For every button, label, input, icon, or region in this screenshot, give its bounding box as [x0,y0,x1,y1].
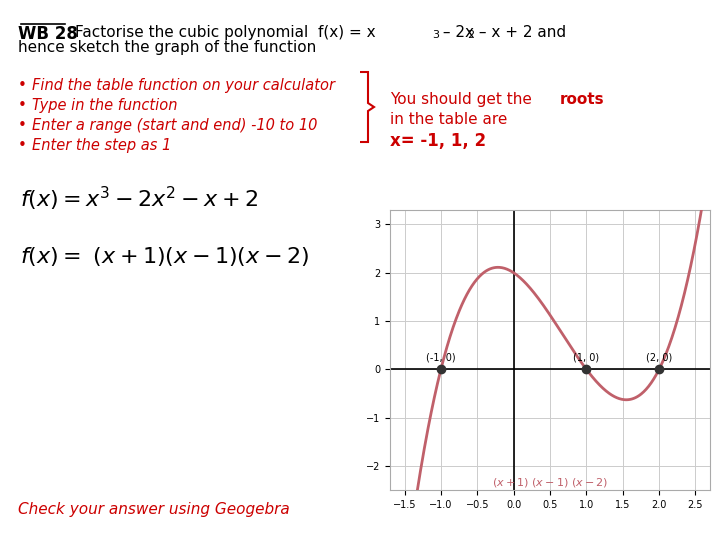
Text: roots: roots [560,92,605,107]
Text: – 2x: – 2x [438,25,474,40]
Text: in the table are: in the table are [390,112,508,127]
Text: hence sketch the graph of the function: hence sketch the graph of the function [18,40,316,55]
Text: $f(x) = \ (x+1)(x-1)(x-2)$: $f(x) = \ (x+1)(x-1)(x-2)$ [20,245,309,268]
Text: Enter a range (start and end) -10 to 10: Enter a range (start and end) -10 to 10 [32,118,318,133]
Text: (1, 0): (1, 0) [573,352,600,362]
Text: 3: 3 [432,30,439,40]
Text: Find the table function on your calculator: Find the table function on your calculat… [32,78,335,93]
Text: Type in the function: Type in the function [32,98,178,113]
Text: •: • [18,98,27,113]
Text: WB 28: WB 28 [18,25,78,43]
Text: Check your answer using Geogebra: Check your answer using Geogebra [18,502,289,517]
Text: $(x+1)\ (x-1)\ (x-2)$: $(x+1)\ (x-1)\ (x-2)$ [492,476,608,489]
Text: – x + 2 and: – x + 2 and [474,25,566,40]
Text: •: • [18,78,27,93]
Text: x= -1, 1, 2: x= -1, 1, 2 [390,132,486,150]
Text: Factorise the cubic polynomial  f(x) = x: Factorise the cubic polynomial f(x) = x [75,25,376,40]
Text: •: • [18,118,27,133]
Text: $f(x) = x^3 - 2x^2 - x + 2$: $f(x) = x^3 - 2x^2 - x + 2$ [20,185,258,213]
Text: Enter the step as 1: Enter the step as 1 [32,138,171,153]
Text: 2: 2 [467,30,474,40]
Text: •: • [18,138,27,153]
Text: You should get the: You should get the [390,92,536,107]
Text: (-1, 0): (-1, 0) [426,352,456,362]
Text: (2, 0): (2, 0) [646,352,672,362]
